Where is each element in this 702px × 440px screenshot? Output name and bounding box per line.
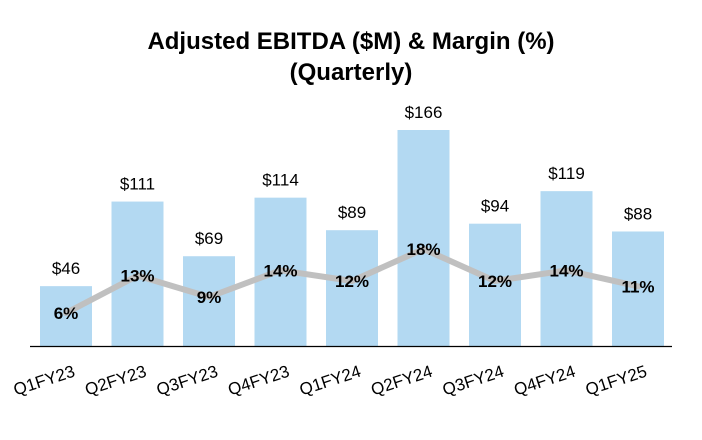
bar-Q2FY24: [397, 130, 450, 346]
bar-value-label: $111: [120, 175, 155, 194]
bar-value-label: $166: [405, 103, 443, 122]
x-tick-label: Q3FY24: [440, 362, 506, 400]
margin-line: [63, 246, 641, 316]
x-tick-label: Q1FY23: [11, 362, 77, 400]
chart-title: Adjusted EBITDA ($M) & Margin (%) (Quart…: [0, 26, 702, 88]
x-tick-label: Q4FY23: [226, 362, 292, 400]
chart-title-line1: Adjusted EBITDA ($M) & Margin (%): [147, 28, 555, 55]
margin-label: 12%: [478, 272, 512, 291]
chart-subtitle: (Quarterly): [289, 59, 413, 86]
bar-value-label: $88: [624, 204, 652, 223]
margin-label: 13%: [120, 267, 154, 286]
bar-Q3FY24: [469, 223, 521, 346]
bar-Q3FY23: [183, 256, 235, 346]
bar-Q1FY24: [326, 230, 378, 346]
bar-value-label: $69: [195, 229, 223, 248]
bar-value-label: $46: [52, 259, 80, 278]
margin-label: 11%: [621, 277, 654, 296]
x-tick-label: Q2FY23: [83, 362, 149, 400]
bar-value-label: $119: [548, 164, 585, 183]
bar-value-label: $94: [481, 197, 509, 216]
bar-value-label: $89: [338, 203, 366, 222]
margin-label: 14%: [549, 261, 583, 280]
margin-label: 14%: [263, 261, 297, 280]
margin-label: 18%: [406, 240, 440, 259]
margin-label: 6%: [54, 304, 79, 323]
x-tick-label: Q1FY25: [583, 362, 649, 400]
x-tick-label: Q4FY24: [512, 362, 578, 400]
x-tick-label: Q3FY23: [154, 362, 220, 400]
bar-Q1FY23: [40, 286, 92, 346]
margin-label: 9%: [197, 288, 222, 307]
margin-label: 12%: [335, 272, 369, 291]
bar-value-label: $114: [262, 171, 299, 190]
x-tick-label: Q2FY24: [369, 362, 435, 400]
x-tick-label: Q1FY24: [297, 362, 363, 400]
